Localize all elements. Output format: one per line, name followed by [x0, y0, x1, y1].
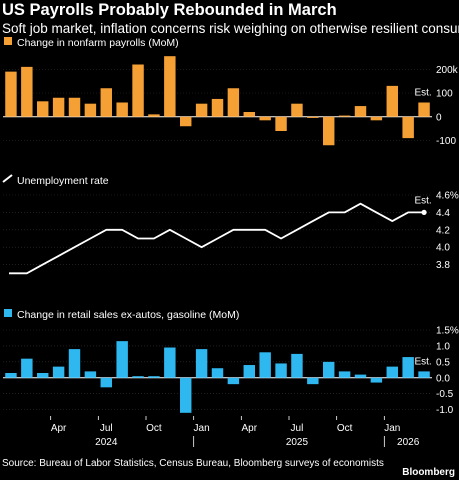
- bar-payrolls: [37, 101, 49, 117]
- bar-payrolls: [354, 106, 367, 117]
- y-tick-label: -1.0: [436, 405, 454, 416]
- bar-payrolls: [227, 88, 240, 117]
- bar-retail: [323, 361, 335, 378]
- bar-payrolls: [5, 71, 17, 117]
- legend-label-0: Change in nonfarm payrolls (MoM): [17, 37, 179, 49]
- unemployment-line: [9, 202, 425, 275]
- legend-swatch-2: [4, 309, 12, 317]
- bar-retail: [195, 349, 208, 378]
- bar-retail: [84, 371, 97, 378]
- y-tick-label: 4.6%: [436, 191, 459, 202]
- y-tick-label: 1.0: [436, 341, 450, 352]
- y-tick-label: 4.0: [436, 243, 450, 254]
- x-year-label: 2026: [397, 437, 420, 448]
- legend-swatch-0: [4, 37, 12, 45]
- bar-payrolls: [100, 88, 112, 117]
- y-tick-label: 3.8: [436, 260, 450, 271]
- bar-payrolls: [132, 64, 144, 117]
- x-month-label: Oct: [146, 423, 162, 434]
- x-month-label: Apr: [241, 423, 257, 434]
- brand-logo: Bloomberg: [402, 467, 455, 478]
- bar-retail: [37, 373, 49, 378]
- bar-retail: [386, 366, 398, 378]
- bar-retail: [354, 374, 367, 378]
- legend-label-2: Change in retail sales ex-autos, gasolin…: [17, 309, 239, 321]
- bar-payrolls: [259, 116, 271, 121]
- bar-payrolls: [148, 114, 160, 117]
- bar-retail: [259, 352, 271, 378]
- bar-payrolls: [84, 103, 97, 117]
- bar-retail: [370, 377, 383, 383]
- source-note: Source: Bureau of Labor Statistics, Cens…: [2, 458, 384, 469]
- bar-payrolls: [323, 116, 335, 146]
- y-tick-label: 4.4: [436, 208, 450, 219]
- bar-retail: [164, 347, 176, 378]
- bar-payrolls: [370, 116, 383, 121]
- y-tick-label: -100: [436, 136, 456, 147]
- bar-retail: [180, 377, 192, 413]
- bar-retail: [100, 377, 112, 388]
- x-month-label: Apr: [51, 423, 67, 434]
- bar-payrolls: [68, 97, 81, 117]
- bar-payrolls: [402, 116, 414, 139]
- x-month-label: Jul: [100, 423, 113, 434]
- y-tick-label: 1.5%: [436, 326, 459, 337]
- bar-payrolls: [275, 116, 287, 131]
- bar-payrolls: [418, 102, 430, 117]
- x-year-label: 2025: [286, 437, 309, 448]
- bar-payrolls: [291, 103, 303, 117]
- bar-retail: [5, 373, 17, 378]
- bar-payrolls: [386, 85, 398, 117]
- bar-payrolls: [243, 112, 255, 117]
- x-year-label: 2024: [95, 437, 118, 448]
- bar-retail: [402, 357, 414, 378]
- bar-payrolls: [307, 116, 319, 118]
- estimate-label: Est.: [414, 356, 431, 367]
- chart-title: US Payrolls Probably Rebounded in March: [2, 1, 337, 19]
- y-tick-label: 0.5: [436, 357, 450, 368]
- bar-payrolls: [164, 56, 176, 117]
- bar-retail: [148, 376, 160, 378]
- bar-retail: [307, 377, 319, 385]
- x-month-label: Oct: [337, 423, 353, 434]
- bar-retail: [418, 371, 430, 378]
- bar-retail: [116, 341, 128, 378]
- legend-label-1: Unemployment rate: [17, 175, 109, 187]
- estimate-label: Est.: [414, 88, 431, 99]
- x-month-label: Jul: [291, 423, 304, 434]
- bar-retail: [275, 363, 287, 378]
- y-tick-label: 100: [436, 89, 453, 100]
- bar-retail: [211, 368, 224, 378]
- x-month-label: Jan: [194, 423, 210, 434]
- bar-payrolls: [21, 66, 33, 117]
- bar-retail: [227, 377, 240, 385]
- chart-subtitle: Soft job market, inflation concerns risk…: [2, 21, 459, 36]
- bar-retail: [132, 376, 144, 378]
- bar-retail: [21, 358, 33, 378]
- x-month-label: Jan: [384, 423, 400, 434]
- y-tick-label: 200k: [436, 65, 459, 76]
- bar-retail: [291, 353, 303, 378]
- estimate-label: Est.: [414, 195, 431, 206]
- bar-payrolls: [338, 115, 351, 117]
- estimate-point: [421, 209, 427, 215]
- legend-swatch-1: [2, 174, 13, 183]
- y-tick-label: 4.2: [436, 225, 450, 236]
- y-tick-label: -0.5: [436, 389, 454, 400]
- bar-payrolls: [116, 102, 128, 117]
- y-tick-label: 0: [436, 112, 442, 123]
- y-tick-label: 0.0: [436, 373, 450, 384]
- bar-payrolls: [195, 103, 208, 117]
- bar-payrolls: [52, 97, 65, 117]
- bar-retail: [338, 371, 351, 378]
- bar-retail: [243, 365, 255, 378]
- bar-payrolls: [211, 98, 224, 117]
- bar-retail: [68, 349, 81, 378]
- bar-retail: [52, 366, 65, 378]
- bar-payrolls: [180, 116, 192, 127]
